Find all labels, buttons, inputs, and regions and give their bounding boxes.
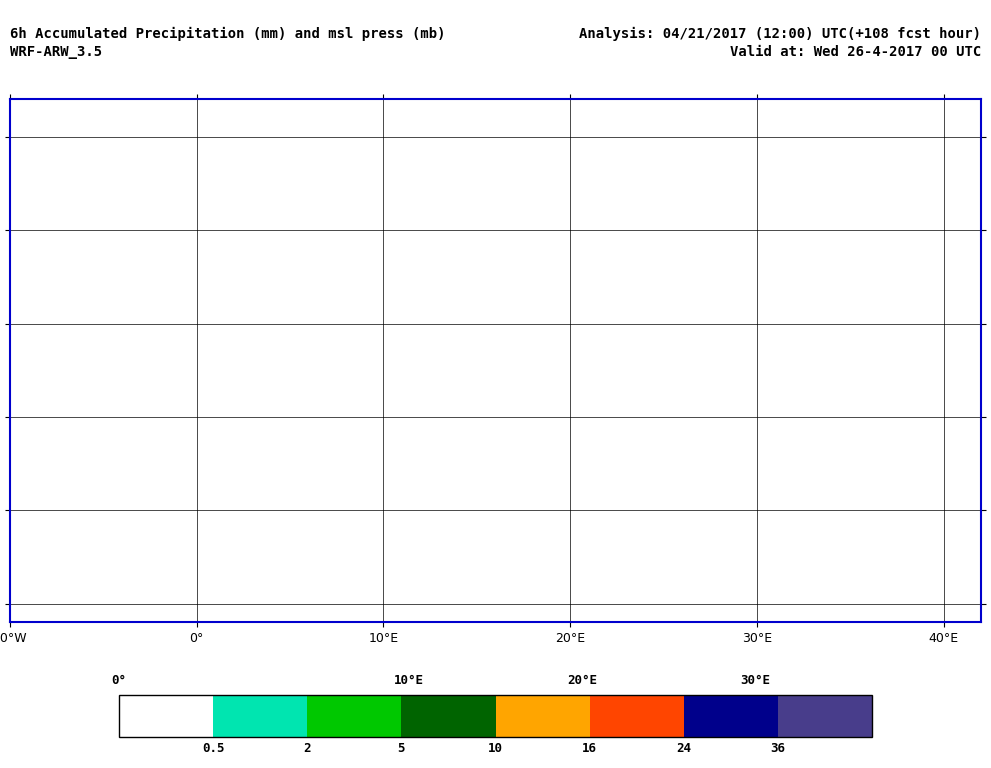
Text: WRF-ARW_3.5: WRF-ARW_3.5 bbox=[10, 45, 102, 58]
Text: 20°E: 20°E bbox=[567, 674, 598, 687]
Text: 30°E: 30°E bbox=[740, 674, 770, 687]
Text: 10°E: 10°E bbox=[393, 674, 424, 687]
Text: 0°: 0° bbox=[111, 674, 127, 687]
Text: Analysis: 04/21/2017 (12:00) UTC(+108 fcst hour): Analysis: 04/21/2017 (12:00) UTC(+108 fc… bbox=[579, 27, 981, 41]
Text: 6h Accumulated Precipitation (mm) and msl press (mb): 6h Accumulated Precipitation (mm) and ms… bbox=[10, 27, 445, 41]
Text: Valid at: Wed 26-4-2017 00 UTC: Valid at: Wed 26-4-2017 00 UTC bbox=[729, 45, 981, 58]
